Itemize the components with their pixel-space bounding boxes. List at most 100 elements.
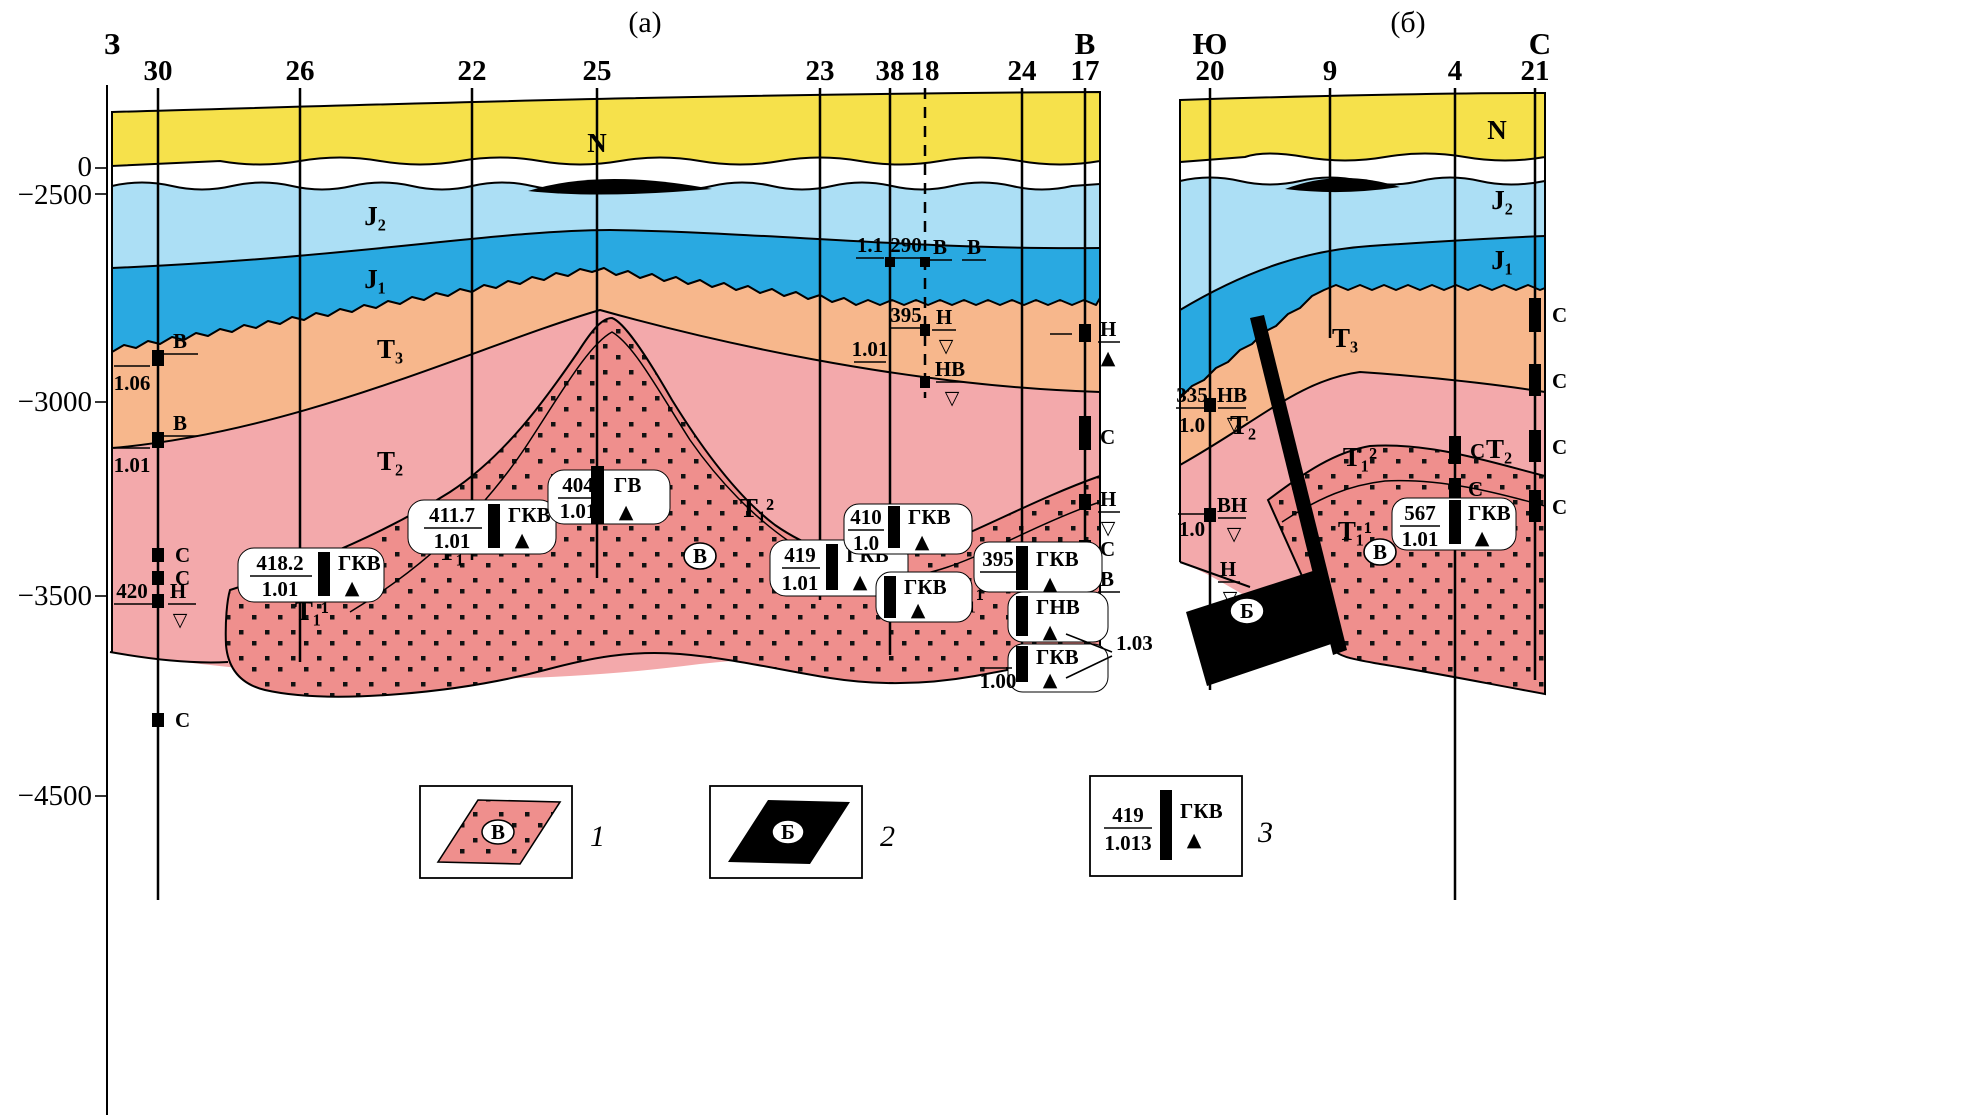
- well21-label: С: [1552, 495, 1567, 519]
- callout-top-value: 395: [982, 547, 1014, 571]
- callout-top-value: 567: [1404, 501, 1436, 525]
- leader-line: [1065, 655, 1113, 679]
- callout-label: ГНВ: [1036, 595, 1080, 619]
- depth-axis: 0 −2500 −3000 −3500 −4500: [18, 85, 108, 1115]
- depth-label-3500: −3500: [18, 580, 92, 612]
- callout-bottom-value: 1.01: [262, 577, 299, 601]
- gas-icon: ▲: [345, 577, 360, 599]
- legend-test-label: ГКВ: [1180, 799, 1223, 823]
- well30-marker-label: С: [175, 566, 190, 590]
- legend: В 1 Б 2 419 1.013 ГКВ ▲ 3: [419, 775, 1273, 879]
- well-22-number: 22: [458, 55, 487, 87]
- callout-bottom-value: 1.01: [782, 571, 819, 595]
- black-lens-b: [1285, 177, 1400, 193]
- boundary-a-t3-t2: [111, 309, 1101, 449]
- callout-bottom-value: 1.01: [1402, 527, 1439, 551]
- interval-bar: [591, 466, 604, 524]
- strat-b-t2-right: T₂: [1486, 434, 1512, 464]
- strat-a-j2: J₂: [364, 201, 386, 231]
- compass-west: З: [104, 26, 120, 61]
- interval-marker: [1529, 430, 1541, 462]
- cluster-label: Н: [936, 305, 952, 329]
- strat-b-t2-left: T₂: [1230, 410, 1256, 440]
- water-level-icon: ▽: [939, 335, 954, 357]
- interval-bar: [488, 504, 500, 548]
- fault-circle-b: [1229, 597, 1265, 625]
- boundary-b-j1-t3: [1179, 284, 1546, 399]
- well-24-number: 24: [1008, 55, 1037, 87]
- leader-line: [1065, 633, 1113, 653]
- boundary-a-j2-j1: [111, 229, 1101, 269]
- gas-icon: ▲: [1187, 829, 1202, 851]
- interval-bar: [888, 506, 900, 548]
- interval-marker: [152, 594, 164, 608]
- deposit-circle-a-label: В: [693, 544, 707, 568]
- well30-marker-value: 420: [116, 579, 148, 603]
- legend-item-3-number: 3: [1257, 816, 1273, 849]
- cluster-label: В: [967, 235, 981, 259]
- callout-blob: [547, 469, 671, 525]
- cluster-value: 395: [890, 303, 922, 327]
- cluster-value: 290: [890, 233, 922, 257]
- well30-marker-label: В: [173, 329, 187, 353]
- cluster-value: 1.1: [857, 233, 883, 257]
- well-20-markers: 335 НВ ▽ 1.0 ВН ▽ 1.0 Н ▽: [1176, 383, 1247, 609]
- strat-a-t3: T₃: [377, 334, 403, 364]
- callout-blob: [843, 503, 973, 555]
- well-4-markers: С С 567 1.01 ГКВ ▲: [1391, 436, 1517, 551]
- fault-body: [1186, 568, 1343, 686]
- strat-a-n: N: [587, 128, 607, 158]
- interval-marker: [152, 432, 164, 448]
- layer-a-n: [111, 90, 1101, 168]
- depth-label-3000: −3000: [18, 386, 92, 418]
- callout-label: ГКВ: [1036, 645, 1079, 669]
- boundary-b-j2-j1: [1179, 235, 1546, 311]
- interval-marker: [1079, 324, 1091, 342]
- legend-test-bottom-value: 1.013: [1104, 831, 1151, 855]
- well-17-number: 17: [1071, 55, 1100, 87]
- callout-blob: [237, 547, 385, 603]
- interval-bar: [1016, 596, 1028, 636]
- legend-deposit-symbol: В: [491, 820, 505, 844]
- interval-marker: [1529, 298, 1541, 332]
- gas-icon: ▲: [1043, 573, 1058, 595]
- callout-label: ГКВ: [908, 505, 951, 529]
- callout-label: ГКВ: [1036, 547, 1079, 571]
- strat-b-n: N: [1487, 115, 1507, 145]
- interval-marker: [1529, 364, 1541, 396]
- strat-labels-b: N J₂ J₁ T₃ T₂ T₂ T₁² T₁¹ В Б: [1229, 115, 1513, 625]
- interval-marker: [920, 324, 930, 336]
- strat-b-t3: T₃: [1332, 323, 1358, 353]
- callout-blob: [1007, 591, 1109, 643]
- callout-blob: [407, 499, 557, 555]
- well17-marker-label: Н: [1100, 487, 1116, 511]
- well30-marker-label: В: [173, 411, 187, 435]
- gas-icon: ▲: [1475, 527, 1490, 549]
- strat-a-j1: J₁: [364, 264, 386, 294]
- water-level-icon: ▽: [1101, 517, 1116, 539]
- interval-bar: [1449, 500, 1461, 544]
- boundary-b-t11-t12: [1281, 479, 1546, 523]
- callout-top-value: 404: [562, 473, 594, 497]
- callout-value: 1.00: [980, 669, 1017, 693]
- compass-south: Ю: [1193, 26, 1228, 61]
- strat-b-j1: J₁: [1491, 245, 1513, 275]
- compass-east: В: [1075, 26, 1096, 61]
- cluster-label: НВ: [935, 357, 965, 381]
- water-level-icon: ▽: [1223, 587, 1238, 609]
- callout-top-value: 411.7: [429, 503, 475, 527]
- strat-b-j2: J₂: [1491, 185, 1513, 215]
- boundary-a-j1-t3: [111, 267, 1101, 353]
- depth-label-4500: −4500: [18, 780, 92, 812]
- well-21-number: 21: [1521, 55, 1550, 87]
- water-level-icon: ▽: [1227, 413, 1242, 435]
- interval-marker: [1529, 490, 1541, 522]
- below-section-mask-a: [108, 650, 1100, 1120]
- gas-icon: ▲: [515, 529, 530, 551]
- interval-bar: [318, 552, 330, 596]
- cluster-value: 1.01: [852, 337, 889, 361]
- interval-marker: [152, 548, 164, 562]
- well21-label: С: [1552, 435, 1567, 459]
- fault-circle-b-label: Б: [1240, 599, 1254, 623]
